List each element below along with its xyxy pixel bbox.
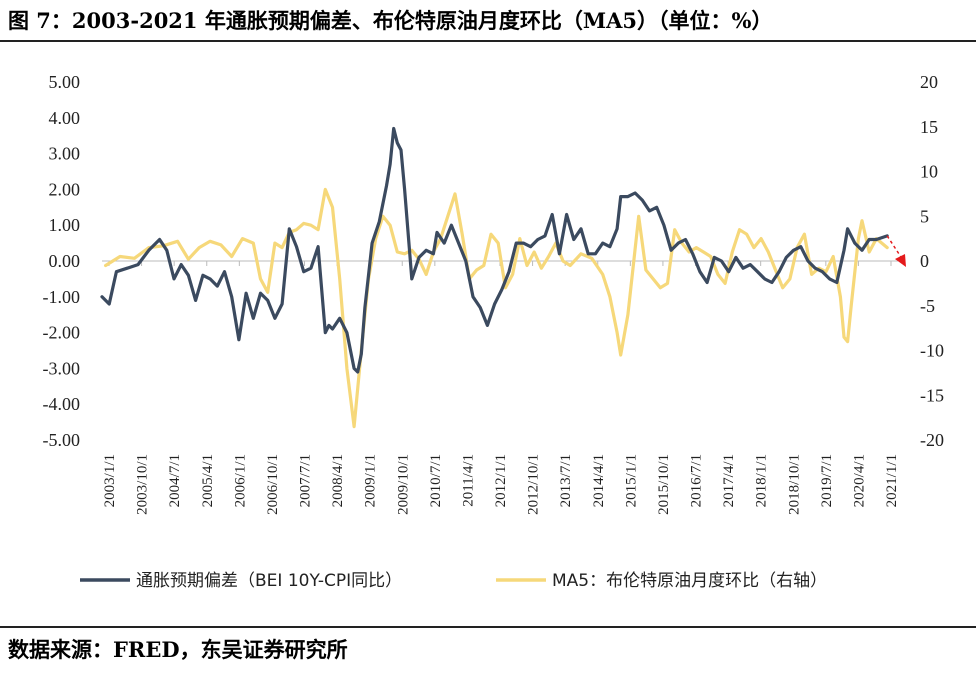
y-left-tick-label: -4.00 <box>43 394 81 414</box>
y-right-tick-label: -15 <box>920 385 944 405</box>
legend: 通胀预期偏差（BEI 10Y-CPI同比） MA5：布伦特原油月度环比（右轴） <box>80 571 827 591</box>
x-tick-label: 2017/4/1 <box>721 454 737 507</box>
x-tick-label: 2009/10/1 <box>395 454 411 515</box>
y-left-tick-label: 2.00 <box>49 179 81 199</box>
y-right-tick-label: 5 <box>920 206 929 226</box>
x-tick-label: 2007/7/1 <box>298 454 314 507</box>
x-tick-label: 2020/4/1 <box>851 454 867 507</box>
y-left-tick-label: 5.00 <box>49 72 81 92</box>
x-tick-label: 2003/1/1 <box>102 454 118 507</box>
x-tick-label: 2005/4/1 <box>200 454 216 507</box>
x-tick-label: 2016/7/1 <box>689 454 705 507</box>
y-right-tick-label: 20 <box>920 72 938 92</box>
x-tick-label: 2004/7/1 <box>167 454 183 507</box>
annotation-layer <box>886 235 906 267</box>
y-right-tick-label: -5 <box>920 296 935 316</box>
x-tick-label: 2018/10/1 <box>786 454 802 515</box>
y-left-tick-label: 3.00 <box>49 144 81 164</box>
chart-canvas: 5.00 4.00 3.00 2.00 1.00 0.00 -1.00 -2.00 -3.00 -… <box>43 72 945 591</box>
brent-ma5-line <box>104 187 889 429</box>
x-axis: 2003/1/1 2003/10/1 2004/7/1 2005/4/1 2006/1/… <box>102 261 900 515</box>
bottom-rule <box>0 626 976 628</box>
y-left-tick-label: 1.00 <box>49 215 81 235</box>
x-tick-label: 2014/4/1 <box>591 454 607 507</box>
legend-label: 通胀预期偏差（BEI 10Y-CPI同比） <box>136 571 402 591</box>
x-tick-label: 2019/7/1 <box>819 454 835 507</box>
series-layer <box>100 126 889 429</box>
x-tick-label: 2013/7/1 <box>558 454 574 507</box>
source-note: 数据来源：FRED，东吴证券研究所 <box>8 637 348 662</box>
x-tick-label: 2010/7/1 <box>428 454 444 507</box>
trend-arrow-line <box>886 235 902 258</box>
y-right-tick-label: 15 <box>920 117 938 137</box>
x-tick-label: 2018/1/1 <box>754 454 770 507</box>
y-left-tick-label: -3.00 <box>43 358 81 378</box>
y-left-axis: 5.00 4.00 3.00 2.00 1.00 0.00 -1.00 -2.00 -3.00 -… <box>43 72 81 450</box>
top-rule <box>0 40 976 42</box>
y-left-tick-label: -5.00 <box>43 430 81 450</box>
x-tick-label: 2006/10/1 <box>265 454 281 515</box>
x-tick-label: 2008/4/1 <box>330 454 346 507</box>
y-left-tick-label: 4.00 <box>49 108 81 128</box>
x-tick-label: 2003/10/1 <box>135 454 151 515</box>
inflation-gap-line <box>100 126 889 374</box>
chart-title: 图 7：2003-2021 年通胀预期偏差、布伦特原油月度环比（MA5）（单位：… <box>8 8 773 33</box>
y-left-tick-label: -1.00 <box>43 287 81 307</box>
x-tick-label: 2006/1/1 <box>232 454 248 507</box>
x-tick-label: 2012/1/1 <box>493 454 509 507</box>
x-tick-label: 2021/1/1 <box>884 454 900 507</box>
y-right-tick-label: 0 <box>920 251 929 271</box>
y-left-tick-label: 0.00 <box>49 251 81 271</box>
y-right-axis: 20 15 10 5 0 -5 -10 -15 -20 <box>920 72 944 450</box>
y-right-tick-label: -10 <box>920 341 944 361</box>
x-tick-label: 2012/10/1 <box>526 454 542 515</box>
x-tick-label: 2009/1/1 <box>363 454 379 507</box>
trend-arrow-head <box>895 254 906 267</box>
x-tick-label: 2011/4/1 <box>460 454 476 507</box>
x-tick-label: 2015/10/1 <box>656 454 672 515</box>
y-right-tick-label: -20 <box>920 430 944 450</box>
x-tick-label: 2015/1/1 <box>623 454 639 507</box>
legend-label: MA5：布伦特原油月度环比（右轴） <box>552 571 827 591</box>
y-right-tick-label: 10 <box>920 162 938 182</box>
y-left-tick-label: -2.00 <box>43 323 81 343</box>
